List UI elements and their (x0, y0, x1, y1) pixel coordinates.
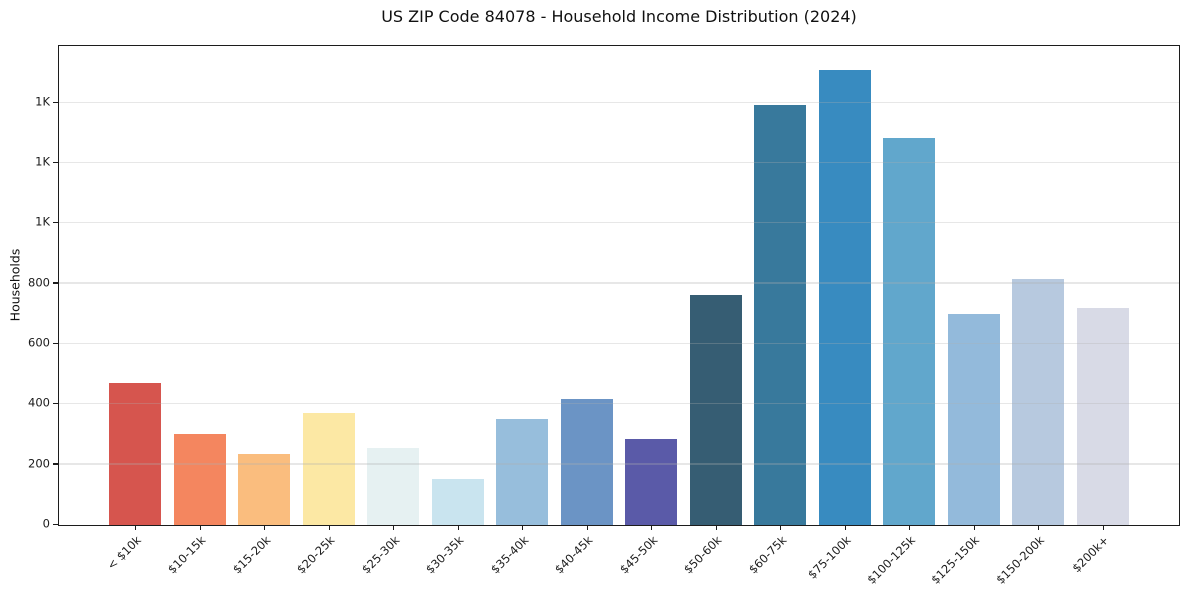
x-tick-label: $25-30k (358, 533, 402, 577)
x-tick-label: $10-15k (164, 533, 209, 577)
axis-layer: 0 200 400 600 800 1K 1K 1K < $10k $10-15k $15-20k $… (28, 46, 1179, 587)
y-tick-label: 1K (35, 94, 50, 109)
gridline-1400 (59, 101, 1179, 103)
gridline-1000 (59, 222, 1179, 224)
x-tick-label: $60-75k (745, 533, 789, 577)
x-tick-label: $15-20k (229, 533, 273, 577)
gridline-800 (59, 282, 1179, 284)
x-tick-label: $30-35k (422, 533, 467, 577)
y-tick-mark (52, 222, 58, 224)
x-tick-label: $125-150k (928, 533, 983, 587)
x-tick-mark (522, 525, 524, 530)
x-tick-label: $50-60k (680, 533, 725, 577)
x-tick-mark (973, 525, 975, 530)
x-tick-mark (199, 525, 201, 530)
bar-$200k+ (1076, 308, 1129, 525)
y-tick-mark (52, 463, 58, 465)
chart-title: US ZIP Code 84078 - Household Income Dis… (381, 7, 857, 26)
bar-$20-25k (302, 412, 355, 525)
gridline-400 (59, 403, 1179, 405)
x-tick-label: $200k+ (1069, 533, 1112, 576)
bar-$15-20k (238, 454, 290, 525)
x-tick-mark (586, 525, 588, 530)
bar-$30-35k (431, 478, 484, 525)
gridline-200 (59, 463, 1179, 465)
gridline-600 (59, 342, 1179, 345)
bar-$45-50k (625, 439, 677, 525)
y-tick-mark (52, 161, 58, 164)
bar-< $10k (109, 383, 161, 525)
x-tick-mark (780, 525, 782, 530)
x-tick-mark (651, 525, 653, 530)
x-tick-mark (1038, 525, 1040, 530)
grid-layer (59, 46, 1179, 525)
y-tick-mark (52, 403, 58, 405)
y-tick-mark (52, 101, 58, 103)
x-tick-mark (393, 525, 395, 530)
bar-$10-15k (173, 433, 226, 525)
x-tick-label: $40-45k (551, 533, 596, 577)
y-tick-label: 0 (42, 516, 50, 531)
x-tick-mark (1102, 525, 1104, 530)
x-tick-mark (715, 525, 717, 530)
y-tick-label: 400 (28, 396, 50, 411)
x-tick-mark (844, 525, 846, 530)
x-tick-label: $75-100k (804, 533, 854, 582)
y-tick-label: 1K (35, 154, 50, 169)
x-tick-label: $35-40k (487, 533, 531, 577)
y-tick-mark (52, 342, 58, 345)
bar-$150-200k (1012, 278, 1064, 525)
y-tick-mark (52, 523, 58, 525)
y-tick-mark (52, 282, 58, 284)
bar-$125-150k (947, 313, 1000, 525)
bar-$40-45k (560, 398, 613, 525)
x-tick-mark (264, 525, 266, 530)
bar-$25-30k (367, 448, 419, 525)
x-tick-label: $100-125k (864, 533, 918, 587)
y-tick-label: 800 (28, 275, 50, 290)
bar-$35-40k (496, 419, 548, 525)
x-tick-label: $20-25k (293, 533, 338, 577)
y-tick-label: 1K (35, 215, 50, 230)
bar-$100-125k (883, 137, 935, 525)
plot-area: 0 200 400 600 800 1K 1K 1K < $10k $10-15k $15-20k $… (28, 45, 1180, 587)
y-tick-label: 600 (28, 335, 50, 350)
bar-$75-100k (818, 69, 871, 525)
x-tick-mark (909, 525, 911, 530)
x-tick-mark (457, 525, 459, 530)
x-tick-mark (135, 525, 137, 530)
x-tick-label: $45-50k (616, 533, 660, 577)
bars-layer (59, 46, 1179, 525)
x-tick-label: $150-200k (993, 533, 1047, 587)
bar-$50-60k (689, 294, 742, 525)
y-tick-label: 200 (28, 456, 50, 471)
x-tick-label: < $10k (104, 533, 144, 573)
x-tick-mark (328, 525, 330, 530)
bar-$60-75k (754, 104, 806, 525)
y-axis-label: Households (7, 248, 23, 322)
gridline-1200 (59, 161, 1179, 164)
